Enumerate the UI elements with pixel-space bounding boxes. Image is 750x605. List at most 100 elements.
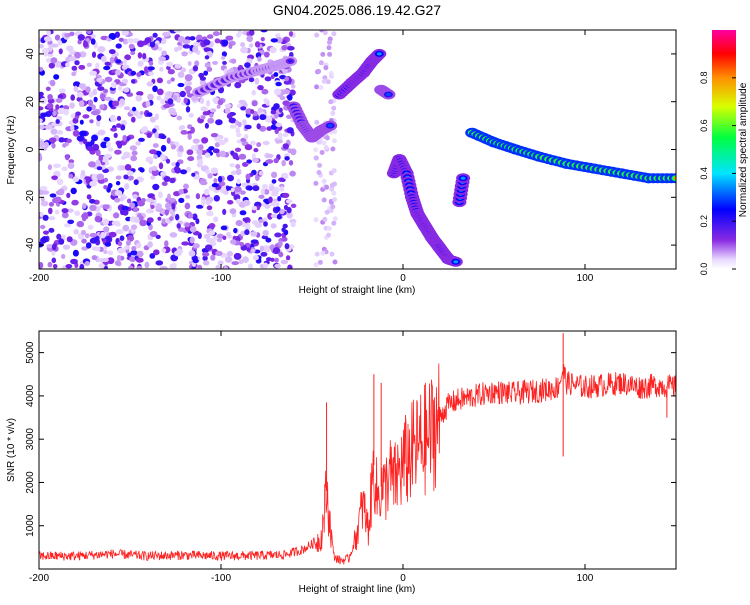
heatmap-noise-cell — [81, 229, 86, 236]
heatmap-noise-cell — [326, 45, 332, 51]
heatmap-noise-cell — [70, 94, 75, 101]
heatmap-noise-cell — [74, 210, 81, 216]
heatmap-noise-cell — [329, 73, 334, 79]
heatmap-noise-cell — [178, 188, 184, 195]
heatmap-noise-cell — [320, 250, 326, 256]
heatmap-noise-cell — [260, 37, 265, 42]
heatmap-noise-cell — [146, 112, 153, 117]
heatmap-noise-cell — [103, 249, 108, 254]
heatmap-noise-cell — [289, 89, 296, 96]
heatmap-noise-cell — [286, 114, 292, 120]
heatmap-noise-cell — [279, 95, 286, 101]
heatmap-noise-cell — [144, 37, 152, 44]
heatmap-noise-cell — [332, 259, 338, 265]
heatmap-noise-cell — [147, 66, 155, 71]
heatmap-noise-cell — [331, 220, 337, 226]
heatmap-noise-cell — [112, 100, 120, 107]
heatmap-noise-cell — [167, 98, 174, 105]
heatmap-noise-cell — [136, 91, 144, 96]
heatmap-noise-cell — [137, 213, 142, 219]
x-tick-label: -100 — [211, 273, 231, 284]
heatmap-noise-cell — [49, 79, 56, 87]
heatmap-noise-cell — [200, 115, 206, 120]
heatmap-noise-cell — [318, 85, 324, 90]
heatmap-noise-cell — [321, 197, 327, 203]
heatmap-y-axis-label: Frequency (Hz) — [6, 116, 17, 185]
heatmap-noise-cell — [116, 115, 122, 121]
heatmap-noise-cell — [245, 178, 251, 184]
x-tick-label: -200 — [29, 273, 49, 284]
heatmap-noise-cell — [264, 76, 272, 82]
heatmap-noise-cell — [330, 110, 336, 116]
heatmap-noise-cell — [257, 56, 262, 62]
heatmap-noise-cell — [115, 181, 121, 186]
heatmap-noise-cell — [153, 249, 160, 256]
y-tick-label: -20 — [25, 190, 36, 205]
heatmap-noise-cell — [208, 146, 215, 151]
heatmap-noise-cell — [206, 66, 213, 72]
heatmap-noise-cell — [79, 119, 84, 125]
heatmap-noise-cell — [275, 36, 283, 44]
heatmap-noise-cell — [238, 153, 247, 160]
heatmap-noise-cell — [255, 205, 261, 211]
heatmap-noise-cell — [108, 49, 116, 55]
heatmap-noise-cell — [152, 143, 159, 148]
heatmap-noise-cell — [170, 144, 176, 150]
heatmap-noise-cell — [115, 229, 124, 235]
heatmap-noise-cell — [104, 96, 112, 101]
heatmap-noise-cell — [73, 81, 81, 88]
heatmap-noise-cell — [235, 198, 241, 205]
heatmap-noise-cell — [285, 199, 293, 204]
heatmap-noise-cell — [270, 74, 275, 80]
heatmap-noise-cell — [166, 61, 174, 67]
heatmap-noise-cell — [62, 244, 71, 250]
heatmap-noise-cell — [169, 263, 175, 269]
heatmap-noise-cell — [284, 76, 290, 82]
heatmap-noise-cell — [163, 104, 171, 109]
colorbar-tick-label: 0.6 — [699, 119, 709, 132]
heatmap-noise-cell — [130, 250, 138, 256]
heatmap-noise-cell — [170, 111, 178, 116]
heatmap-noise-cell — [79, 263, 85, 269]
heatmap-noise-cell — [65, 154, 70, 161]
heatmap-noise-cell — [198, 144, 204, 151]
heatmap-noise-cell — [151, 165, 158, 171]
heatmap-noise-cell — [40, 196, 45, 202]
heatmap-noise-cell — [174, 63, 182, 69]
heatmap-noise-cell — [216, 233, 224, 239]
heatmap-noise-cell — [132, 194, 138, 199]
heatmap-noise-cell — [222, 60, 227, 65]
heatmap-noise-cell — [156, 95, 162, 101]
heatmap-noise-cell — [332, 216, 338, 222]
heatmap-noise-cell — [57, 94, 64, 100]
heatmap-noise-cell — [65, 264, 73, 269]
heatmap-noise-cell — [65, 62, 70, 68]
snr-y-axis-label: SNR (10 * v/v) — [6, 418, 17, 482]
heatmap-noise-cell — [260, 188, 265, 196]
heatmap-noise-cell — [192, 65, 199, 72]
heatmap-noise-cell — [157, 216, 162, 221]
heatmap-noise-cell — [54, 209, 60, 215]
heatmap-noise-cell — [325, 79, 331, 85]
heatmap-noise-cell — [252, 116, 260, 121]
heatmap-noise-cell — [192, 213, 198, 221]
heatmap-noise-cell — [274, 232, 282, 238]
heatmap-noise-cell — [282, 143, 289, 150]
heatmap-noise-cell — [166, 79, 172, 85]
heatmap-noise-cell — [148, 60, 154, 66]
heatmap-noise-cell — [258, 170, 264, 176]
heatmap-noise-cell — [88, 91, 94, 98]
heatmap-noise-cell — [265, 237, 272, 243]
heatmap-noise-cell — [200, 98, 205, 104]
heatmap-noise-cell — [256, 123, 261, 130]
heatmap-noise-cell — [39, 106, 44, 111]
snr-x-axis-label: Height of straight line (km) — [299, 584, 416, 595]
heatmap-noise-cell — [115, 59, 122, 64]
heatmap-noise-cell — [66, 236, 73, 243]
heatmap-noise-cell — [231, 261, 239, 266]
heatmap-noise-cell — [314, 119, 320, 125]
heatmap-noise-cell — [206, 205, 213, 211]
heatmap-noise-cell — [229, 124, 237, 129]
heatmap-noise-cell — [283, 204, 289, 211]
colorbar-ticks: 0.0 0.2 0.4 0.6 0.8 — [699, 72, 736, 275]
